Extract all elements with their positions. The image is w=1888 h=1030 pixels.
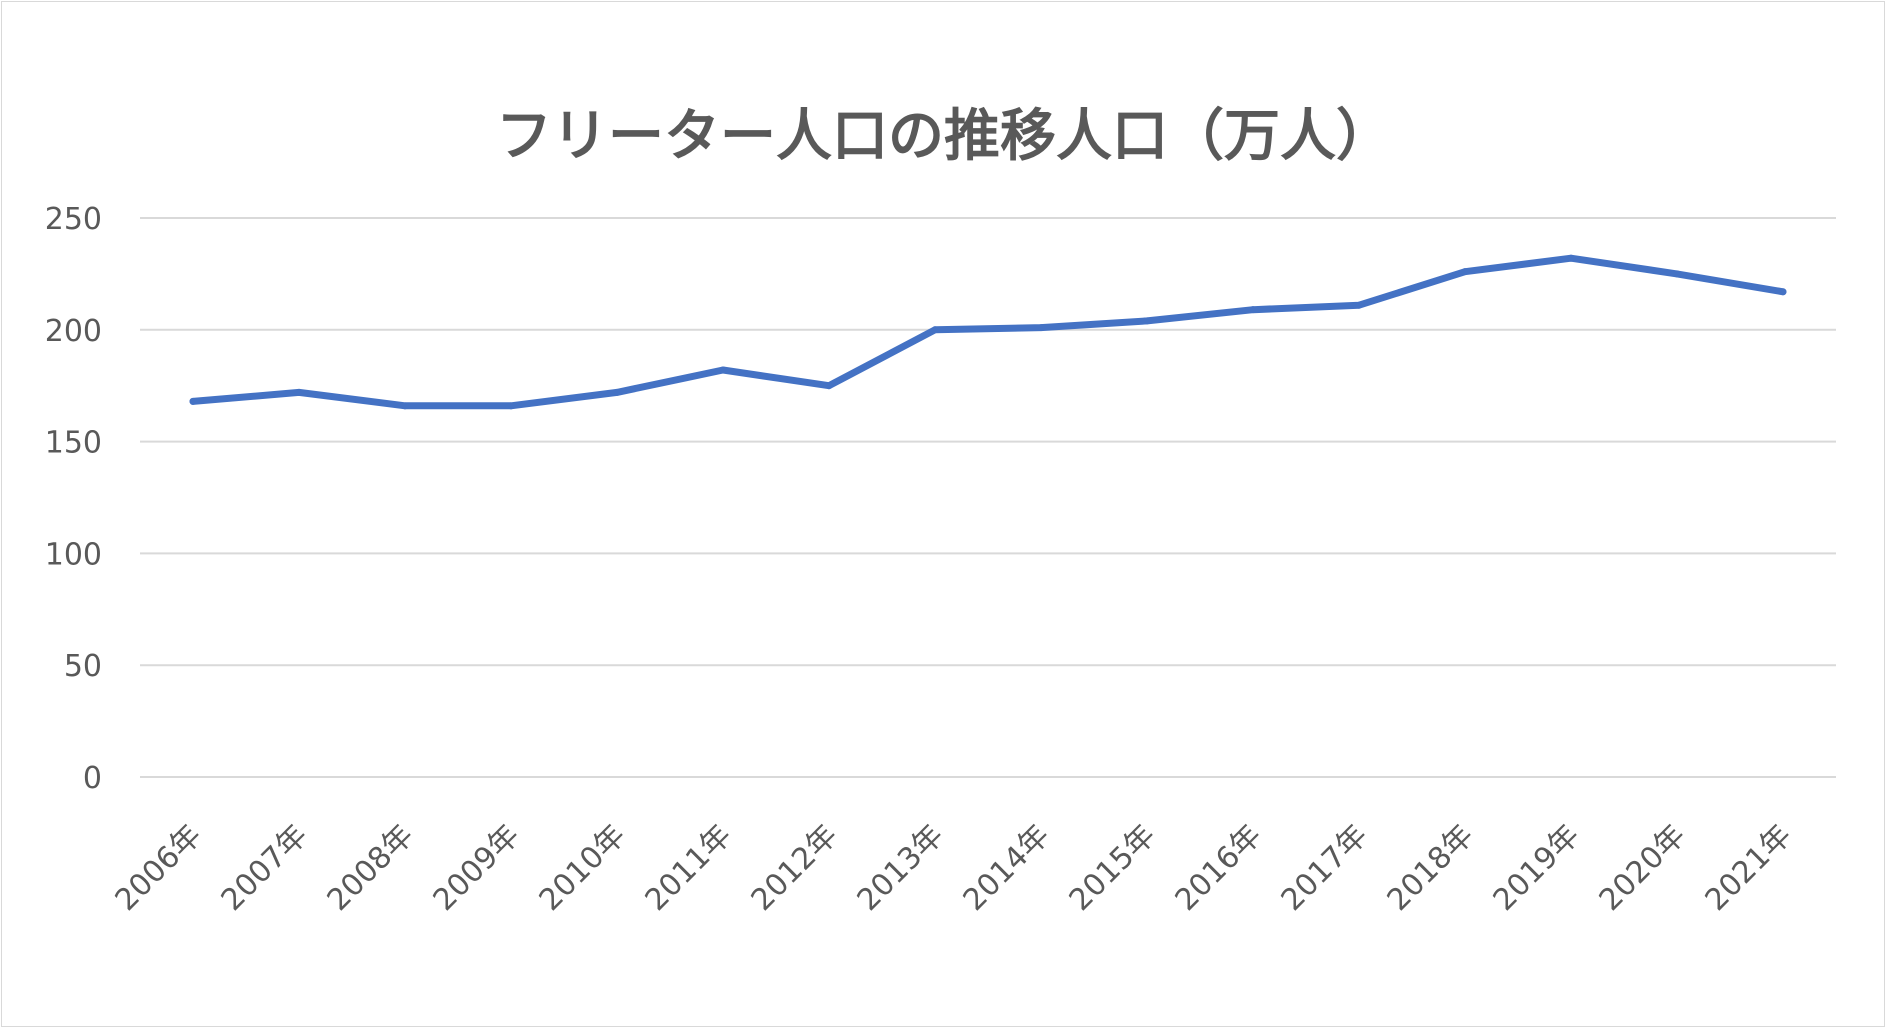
data-point-0-6 (825, 382, 833, 390)
y-tick-label-1: 50 (64, 649, 102, 684)
data-point-0-3 (507, 402, 515, 410)
data-point-0-15 (1779, 288, 1787, 296)
data-point-0-10 (1249, 306, 1257, 314)
x-tick-label-5: 2011年 (639, 818, 739, 918)
data-point-0-1 (295, 388, 303, 396)
data-point-0-14 (1673, 270, 1681, 278)
data-point-0-5 (719, 366, 727, 374)
x-tick-label-3: 2009年 (427, 818, 527, 918)
x-tick-label-2: 2008年 (321, 818, 421, 918)
y-tick-label-4: 200 (45, 314, 102, 349)
data-point-0-13 (1567, 254, 1575, 262)
data-point-0-8 (1037, 324, 1045, 332)
y-tick-label-3: 150 (45, 426, 102, 461)
y-axis-tick-labels: 0 50 100 150 200 250 (45, 202, 102, 796)
y-tick-label-0: 0 (83, 761, 102, 796)
data-point-0-9 (1143, 317, 1151, 325)
data-point-0-0 (189, 397, 197, 405)
gridlines (140, 217, 1836, 778)
x-tick-label-13: 2019年 (1487, 818, 1587, 918)
chart-title: フリーター人口の推移人口（万人） (496, 104, 1392, 169)
x-tick-label-6: 2012年 (745, 818, 845, 918)
data-point-0-2 (401, 402, 409, 410)
x-axis-tick-labels: 2006年 2007年 2008年 2009年 2010年 2011年 2012年 2013年… (109, 818, 1799, 918)
x-tick-label-14: 2020年 (1593, 818, 1693, 918)
x-tick-label-9: 2015年 (1063, 818, 1163, 918)
x-tick-label-12: 2018年 (1381, 818, 1481, 918)
x-tick-label-8: 2014年 (957, 818, 1057, 918)
series-layer (189, 254, 1787, 410)
data-point-0-7 (931, 326, 939, 334)
y-tick-label-5: 250 (45, 202, 102, 237)
x-tick-label-1: 2007年 (215, 818, 315, 918)
y-tick-label-2: 100 (45, 537, 102, 572)
data-point-0-4 (613, 388, 621, 396)
x-tick-label-11: 2017年 (1275, 818, 1375, 918)
x-tick-label-10: 2016年 (1169, 818, 1269, 918)
series-line-0 (189, 254, 1787, 410)
x-tick-label-15: 2021年 (1699, 818, 1799, 918)
x-tick-label-7: 2013年 (851, 818, 951, 918)
data-point-0-12 (1461, 268, 1469, 276)
x-tick-label-0: 2006年 (109, 818, 209, 918)
data-point-0-11 (1355, 301, 1363, 309)
x-tick-label-4: 2010年 (533, 818, 633, 918)
